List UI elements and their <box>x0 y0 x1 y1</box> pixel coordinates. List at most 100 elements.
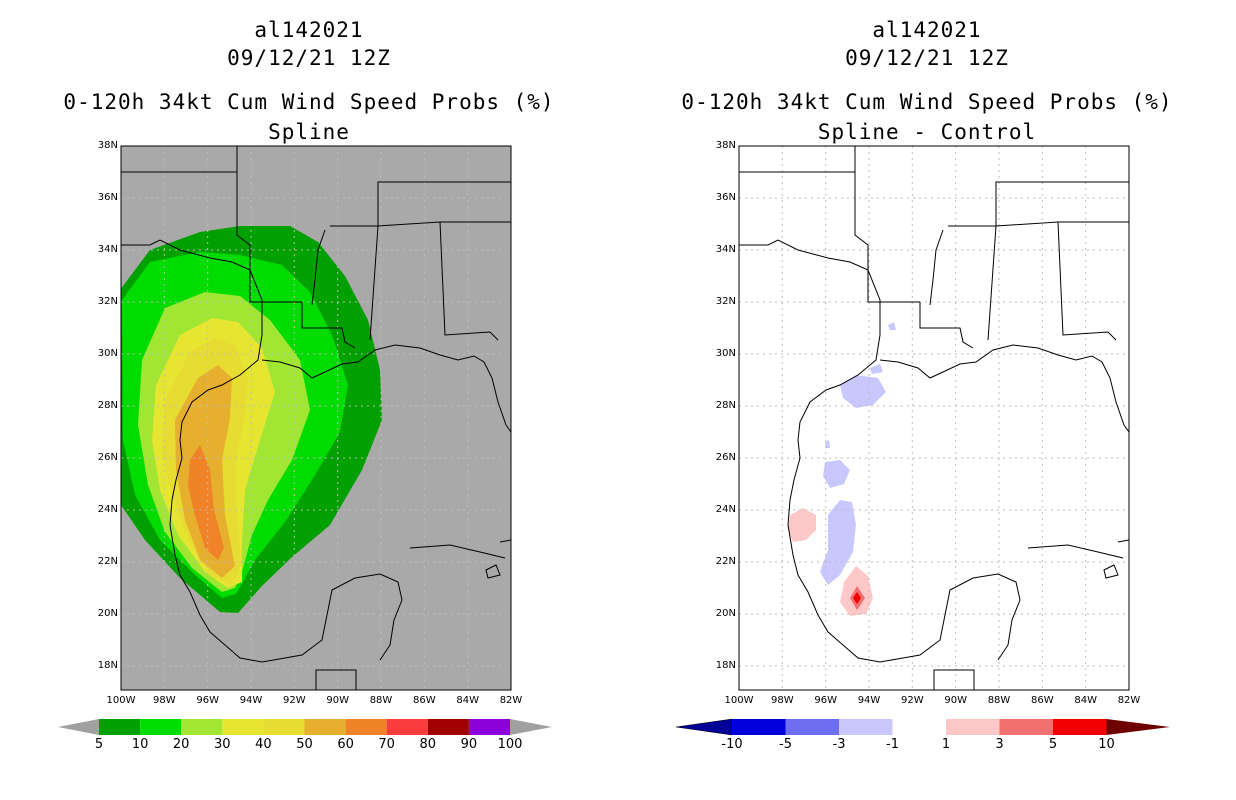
left-subtitle: Spline <box>268 120 350 144</box>
right-colorbar-label: -1 <box>886 737 899 752</box>
right-colorbar-swatch <box>1053 719 1107 735</box>
right-product-title: 0-120h 34kt Cum Wind Speed Probs (%) <box>681 90 1173 114</box>
lat-label: 34N <box>97 244 118 255</box>
left-colorbar-label: 60 <box>337 737 354 752</box>
left-colorbar-label: 20 <box>172 737 190 752</box>
diff-plus-blob <box>788 508 816 542</box>
diff-minus-blob <box>820 500 856 585</box>
left-coastlines <box>121 146 511 690</box>
lon-label: 94W <box>857 695 881 706</box>
lon-label: 92W <box>900 695 924 706</box>
right-map-background <box>739 146 1129 690</box>
lon-label: 90W <box>326 695 349 706</box>
right-colorbar-high-arrow <box>1106 719 1170 735</box>
left-colorbar-label: 5 <box>94 737 104 752</box>
diff-minus-blob <box>825 440 830 448</box>
right-colorbar-label: 3 <box>995 737 1004 752</box>
lat-label: 28N <box>715 400 736 411</box>
left-colorbar-label: 90 <box>460 737 478 752</box>
right-colorbar-label: -3 <box>832 737 846 752</box>
lon-label: 96W <box>196 695 219 706</box>
lon-label: 94W <box>239 695 263 706</box>
left-colorbar-swatch <box>99 719 141 735</box>
prob-band-60 <box>188 445 224 560</box>
right-colorbar-label: 5 <box>1048 737 1058 752</box>
lat-label: 32N <box>715 296 736 307</box>
left-datetime: 09/12/21 12Z <box>227 46 391 70</box>
left-colorbar-label: 80 <box>419 737 437 752</box>
lat-label: 26N <box>97 452 118 463</box>
lon-label: 92W <box>282 695 306 706</box>
right-colorbar-label: 1 <box>941 737 951 752</box>
left-grid <box>121 146 511 690</box>
right-datetime: 09/12/21 12Z <box>845 46 1009 70</box>
lon-label: 100W <box>106 695 136 706</box>
lon-label: 88W <box>369 695 393 706</box>
lat-label: 18N <box>715 660 736 671</box>
lat-label: 30N <box>97 348 118 359</box>
right-colorbar-swatch <box>785 719 839 735</box>
lat-label: 20N <box>97 608 118 619</box>
left-colorbar-label: 70 <box>378 737 395 752</box>
lat-label: 34N <box>715 244 736 255</box>
lat-label: 22N <box>715 556 736 567</box>
lat-label: 22N <box>97 556 118 567</box>
left-colorbar-swatch <box>181 719 223 735</box>
lat-label: 24N <box>97 504 118 515</box>
left-panel: al142021 09/12/21 12Z 0-120h 34kt Cum Wi… <box>58 18 555 752</box>
lon-label: 96W <box>814 695 837 706</box>
left-colorbar-swatch <box>222 719 264 735</box>
left-colorbar-swatch <box>263 719 305 735</box>
left-colorbar <box>58 719 552 735</box>
lon-label: 98W <box>770 695 794 706</box>
right-colorbar-swatch <box>839 719 893 735</box>
right-colorbar-low-arrow <box>675 718 733 736</box>
right-map <box>738 145 1130 691</box>
lon-label: 86W <box>1030 695 1054 706</box>
lon-label: 84W <box>1074 695 1097 706</box>
lon-label: 98W <box>152 695 176 706</box>
lat-label: 36N <box>97 192 118 203</box>
right-colorbar <box>675 718 1170 736</box>
lat-label: 18N <box>97 660 118 671</box>
right-subtitle: Spline - Control <box>817 120 1037 144</box>
left-colorbar-label: 10 <box>131 737 149 752</box>
lat-label: 38N <box>715 140 736 151</box>
lat-label: 24N <box>715 504 736 515</box>
left-colorbar-swatch <box>345 719 387 735</box>
lat-label: 26N <box>715 452 736 463</box>
left-product-title: 0-120h 34kt Cum Wind Speed Probs (%) <box>63 90 555 114</box>
lon-label: 82W <box>499 695 523 706</box>
left-colorbar-label: 30 <box>214 737 231 752</box>
diff-plus-blob <box>853 592 861 604</box>
lon-label: 90W <box>944 695 967 706</box>
left-colorbar-swatch <box>304 719 346 735</box>
right-colorbar-swatch <box>946 719 1000 735</box>
lon-label: 100W <box>724 695 754 706</box>
lon-label: 82W <box>1117 695 1141 706</box>
lat-label: 30N <box>715 348 736 359</box>
lon-label: 86W <box>412 695 436 706</box>
right-colorbar-label: 10 <box>1098 737 1115 752</box>
diff-minus-blob <box>888 322 896 330</box>
left-storm-id: al142021 <box>254 18 364 42</box>
right-colorbar-swatch <box>732 719 786 735</box>
right-colorbar-label: -10 <box>721 737 743 752</box>
lon-label: 88W <box>987 695 1011 706</box>
left-colorbar-low-arrow <box>58 719 99 735</box>
left-colorbar-high-arrow <box>510 719 552 735</box>
right-colorbar-swatch <box>892 719 946 735</box>
left-colorbar-swatch <box>386 719 428 735</box>
right-grid <box>739 146 1129 690</box>
left-colorbar-label: 100 <box>497 737 523 752</box>
lat-label: 38N <box>97 140 118 151</box>
diff-minus-blob <box>870 364 883 374</box>
left-colorbar-swatch <box>140 719 182 735</box>
right-coastlines <box>739 146 1129 690</box>
right-storm-id: al142021 <box>872 18 982 42</box>
left-colorbar-swatch <box>427 719 469 735</box>
lat-label: 32N <box>97 296 118 307</box>
right-colorbar-swatch <box>999 719 1053 735</box>
left-map <box>120 145 512 691</box>
left-colorbar-swatch <box>468 719 510 735</box>
